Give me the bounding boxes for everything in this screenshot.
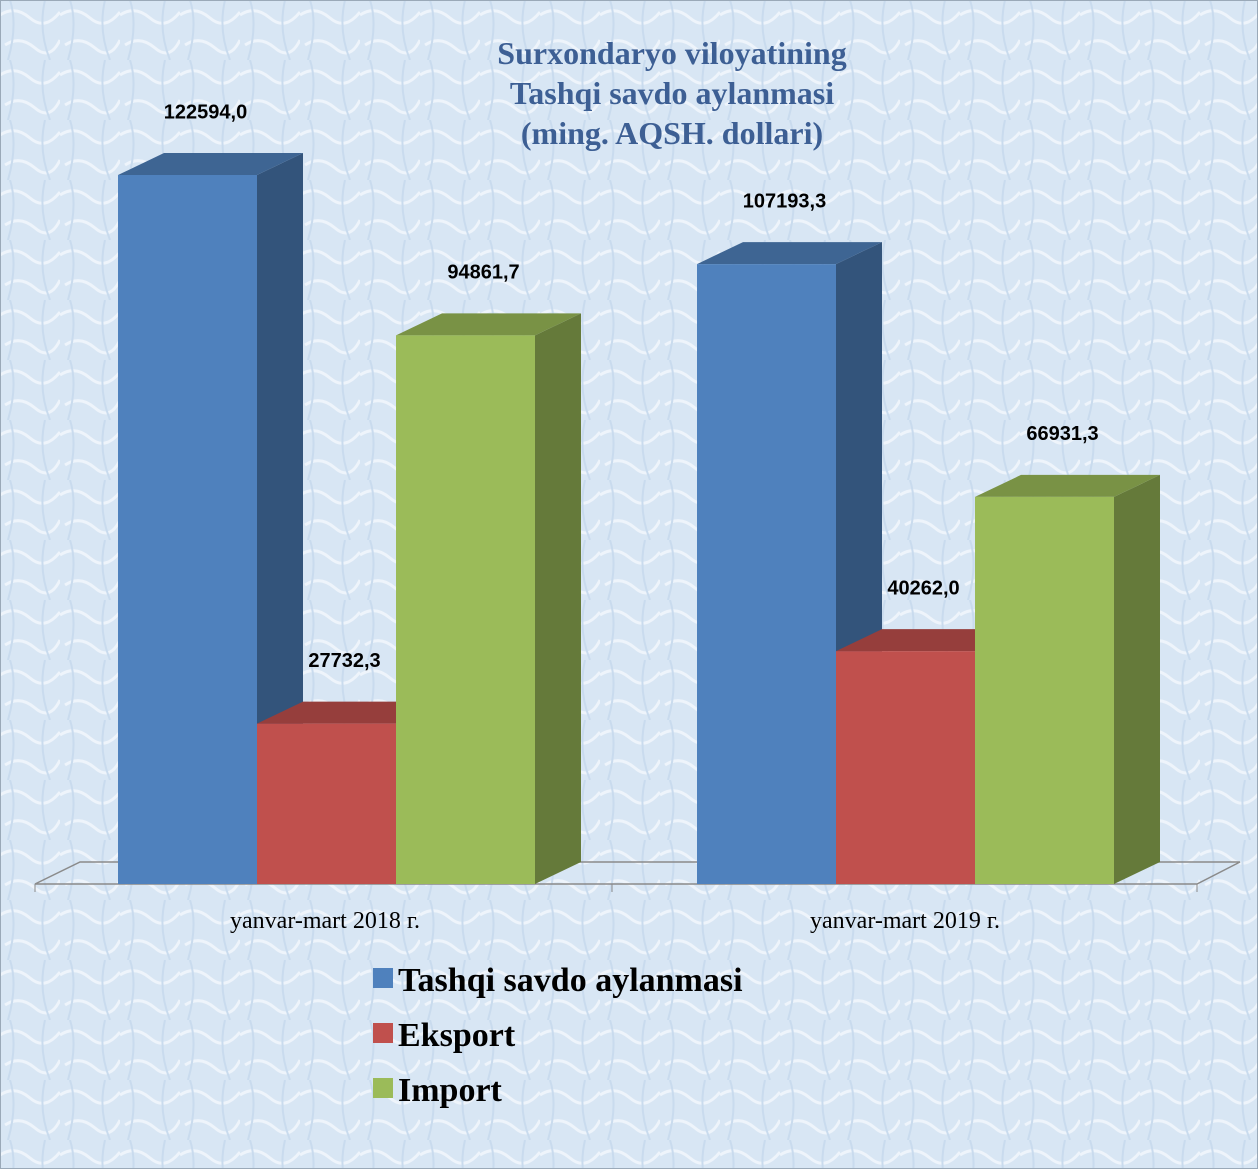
bar-front xyxy=(396,335,535,884)
data-label: 94861,7 xyxy=(447,262,519,284)
bar-top xyxy=(697,242,882,265)
data-label: 40262,0 xyxy=(887,577,959,599)
legend-swatch xyxy=(373,1023,393,1043)
data-label: 107193,3 xyxy=(743,190,826,212)
legend-swatch xyxy=(373,968,393,988)
bar xyxy=(118,153,303,884)
bar-side xyxy=(535,313,581,884)
x-tick-label: yanvar-mart 2018 г. xyxy=(230,908,420,934)
bar-top xyxy=(118,153,303,175)
chart-title: Surxondaryo viloyatining xyxy=(497,35,846,71)
bar xyxy=(975,474,1160,884)
bar-side xyxy=(257,153,303,884)
legend-label: Eksport xyxy=(398,1017,516,1054)
bar-front xyxy=(697,264,836,884)
bar-top xyxy=(257,701,442,724)
bar-top xyxy=(396,313,581,336)
legend-label: Import xyxy=(398,1072,503,1109)
bar-side xyxy=(1114,474,1160,884)
chart-title: Tashqi savdo aylanmasi xyxy=(510,75,834,111)
bar-front xyxy=(257,723,396,884)
data-label: 27732,3 xyxy=(308,650,380,672)
data-label: 122594,0 xyxy=(164,101,247,123)
legend-swatch xyxy=(373,1078,393,1098)
x-tick-label: yanvar-mart 2019 г. xyxy=(810,908,1000,934)
legend-label: Tashqi savdo aylanmasi xyxy=(398,962,743,999)
bar-top xyxy=(836,629,1021,652)
bar-top xyxy=(975,474,1160,497)
bar-front xyxy=(836,651,975,884)
bar xyxy=(396,313,581,884)
data-label: 66931,3 xyxy=(1026,423,1098,445)
chart-title: (ming. AQSH. dollari) xyxy=(521,115,823,151)
bar-front xyxy=(975,496,1114,884)
bar-front xyxy=(118,175,257,884)
